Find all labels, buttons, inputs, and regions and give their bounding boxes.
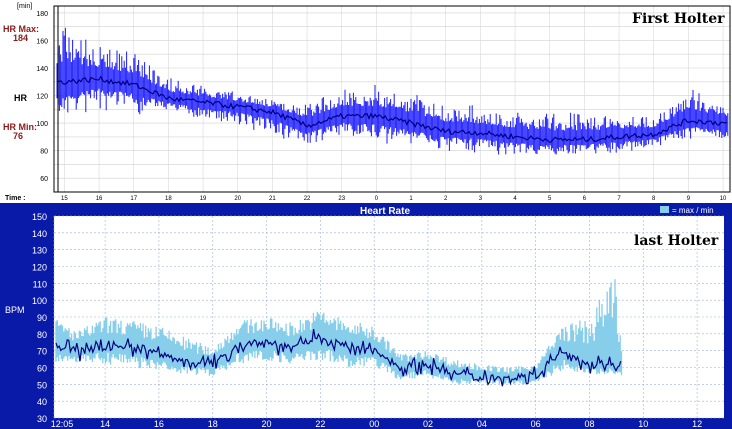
bottom-x-tick-label: 20: [262, 419, 272, 429]
top-x-tick-label: 23: [338, 196, 345, 202]
top-x-tick-label: 5: [548, 196, 552, 202]
top-plot-frame: [53, 5, 731, 193]
bottom-y-tick-label: 130: [32, 246, 47, 256]
top-x-tick-label: 10: [720, 196, 727, 202]
bottom-x-tick-label: 10: [638, 419, 648, 429]
top-x-tick-label: 1: [409, 196, 413, 202]
last-holter-title: last Holter: [634, 233, 719, 249]
bottom-y-tick-label: 60: [37, 364, 47, 374]
bottom-x-tick-label: 22: [315, 419, 325, 429]
top-x-tick-label: 17: [130, 196, 137, 202]
top-y-tick-label: 60: [40, 176, 48, 183]
top-x-tick-label: 0: [375, 196, 379, 202]
last-holter-panel: 30 40 50 60 70 80 90 100 110 120 130 140 150 12:05 14…: [0, 203, 732, 429]
bottom-y-tick-label: 110: [33, 279, 47, 289]
top-x-tick-label: 4: [513, 196, 517, 202]
bottom-x-tick-label: 16: [154, 419, 164, 429]
hr-max-label: HR Max:: [3, 24, 39, 34]
bottom-y-tick-label: 100: [32, 296, 47, 306]
bottom-y-tick-labels: 30 40 50 60 70 80 90 100 110 120 130 140 150: [32, 212, 47, 424]
top-x-tick-label: 15: [61, 196, 68, 202]
legend-label: = max / min: [672, 206, 714, 215]
top-x-tick-label: 6: [583, 196, 587, 202]
hr-max-value: 184: [13, 33, 28, 43]
top-x-tick-label: 19: [200, 196, 207, 202]
top-y-tick-label: 100: [36, 121, 48, 128]
top-y-tick-labels: 60 80 100 120 140 160 180: [36, 11, 48, 183]
top-panel-background: [0, 0, 732, 200]
top-unit-label: [min]: [17, 3, 32, 10]
top-x-tick-label: 21: [269, 196, 276, 202]
top-y-tick-label: 80: [40, 149, 48, 156]
top-hr-traces: [56, 27, 729, 155]
top-x-tick-label: 7: [617, 196, 621, 202]
top-y-tick-label: 160: [36, 38, 48, 45]
hr-label: HR: [14, 93, 27, 103]
bottom-plot-background: [54, 216, 724, 418]
bottom-y-tick-label: 120: [32, 263, 47, 273]
hr-min-label: HR Min:: [3, 122, 37, 132]
top-x-tick-label: 16: [96, 196, 103, 202]
top-y-tick-label: 180: [36, 11, 48, 18]
heart-rate-title: Heart Rate: [360, 206, 410, 217]
top-hr-median-line: [56, 75, 728, 143]
top-x-tick-label: 9: [687, 196, 691, 202]
bottom-y-tick-label: 140: [32, 229, 47, 239]
top-x-tick-label: 2: [444, 196, 448, 202]
bottom-y-tick-label: 50: [37, 380, 47, 390]
bottom-x-tick-label: 04: [477, 419, 487, 429]
bottom-x-tick-label: 00: [369, 419, 379, 429]
bottom-x-tick-labels: 12:05 14 16 18 20 22 00 02 04 06 08 10 12: [51, 419, 702, 429]
bottom-x-tick-label: 18: [208, 419, 218, 429]
top-x-tick-label: 20: [234, 196, 241, 202]
bottom-x-tick-label: 06: [531, 419, 541, 429]
bottom-y-tick-label: 70: [37, 347, 47, 357]
top-x-tick-label: 3: [479, 196, 483, 202]
bottom-y-tick-label: 30: [37, 414, 47, 424]
bpm-axis-label: BPM: [5, 305, 25, 315]
bottom-x-tick-label: 12:05: [51, 419, 74, 429]
top-x-tick-labels: 15 16 17 18 19 20 21 22 23 0 1 2 3 4 5 6 7 8 9 10: [61, 196, 727, 202]
bottom-y-tick-label: 90: [37, 313, 47, 323]
bottom-hr-line: [55, 328, 622, 387]
legend-swatch: [660, 206, 669, 213]
top-x-tick-label: 8: [652, 196, 656, 202]
first-holter-title: First Holter: [632, 11, 725, 27]
bottom-x-tick-label: 14: [100, 419, 110, 429]
top-x-tick-label: 18: [165, 196, 172, 202]
hr-min-value: 76: [13, 131, 23, 141]
bottom-y-tick-label: 40: [37, 397, 47, 407]
top-y-tick-label: 140: [36, 66, 48, 73]
bottom-x-tick-label: 08: [584, 419, 594, 429]
top-time-label: Time :: [5, 195, 26, 202]
bottom-y-tick-label: 80: [37, 330, 47, 340]
bottom-x-tick-label: 02: [423, 419, 433, 429]
bottom-y-tick-label: 150: [32, 212, 47, 222]
top-x-tick-label: 22: [304, 196, 311, 202]
bottom-hr-traces: [55, 279, 623, 387]
top-y-tick-label: 120: [36, 94, 48, 101]
bottom-x-tick-label: 12: [692, 419, 702, 429]
